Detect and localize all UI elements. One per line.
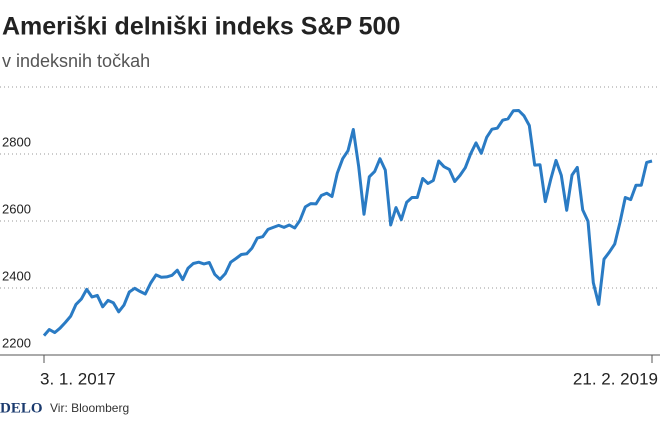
chart-title: Ameriški delniški indeks S&P 500 (2, 13, 400, 41)
line (42, 109, 653, 337)
y-tick-label: 2400 (2, 268, 31, 283)
y-tick-label: 2200 (2, 335, 31, 350)
logo: DELO (0, 400, 43, 416)
x-tick-label: 3. 1. 2017 (40, 369, 116, 388)
x-tick-label: 21. 2. 2019 (573, 369, 658, 388)
y-tick-label: 2800 (2, 134, 31, 149)
source: Vir: Bloomberg (50, 401, 129, 415)
y-tick-label: 2600 (2, 201, 31, 216)
chart-subtitle: v indeksnih točkah (2, 51, 150, 71)
